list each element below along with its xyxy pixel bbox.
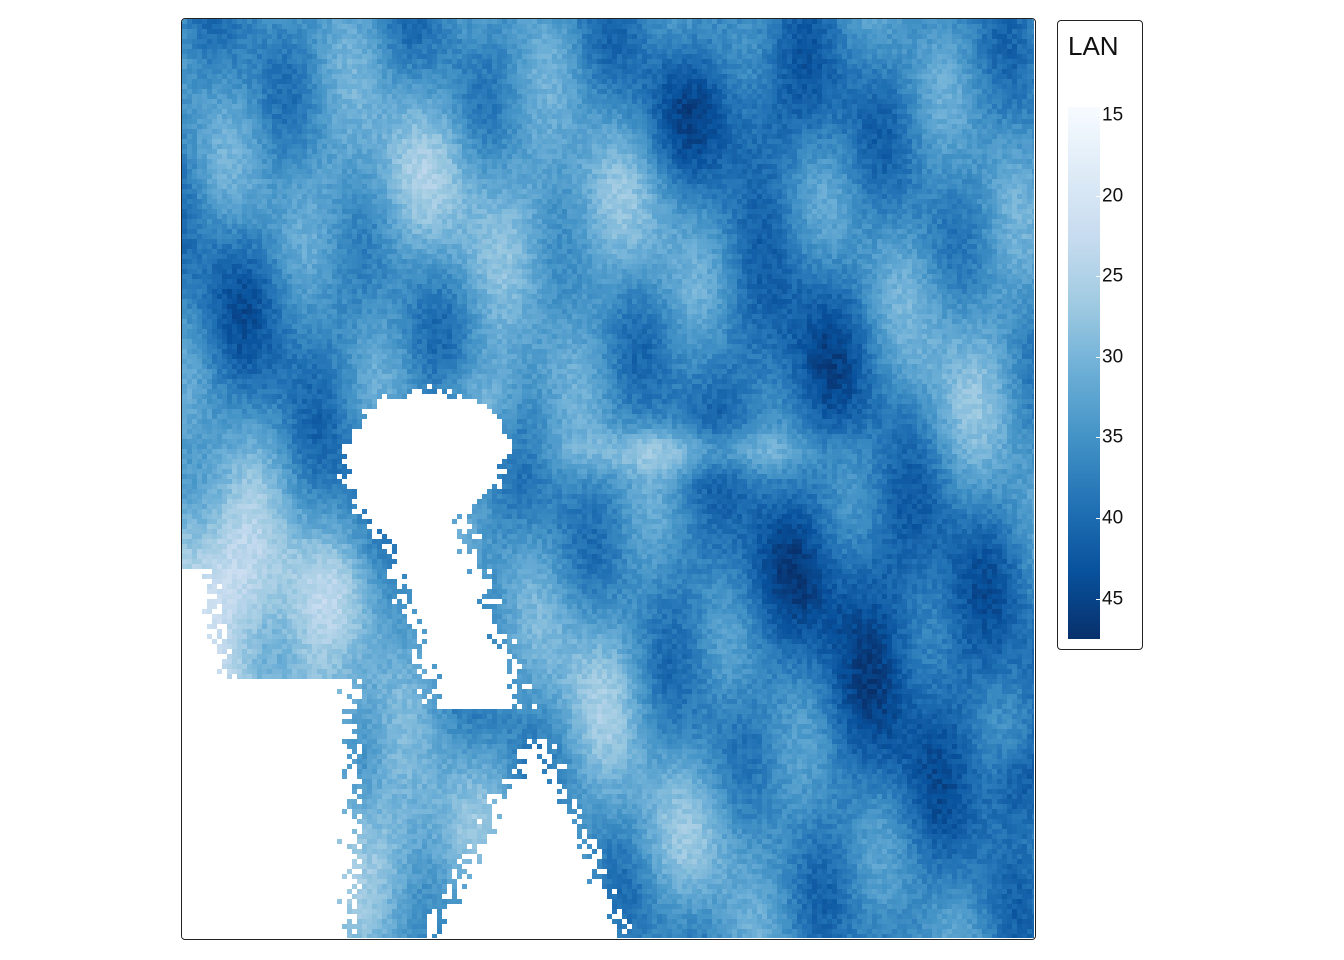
legend-tick-label: 15 bbox=[1102, 104, 1124, 126]
legend-tick-label: 30 bbox=[1102, 346, 1124, 368]
legend-color-bar bbox=[1068, 107, 1100, 639]
map-panel bbox=[181, 18, 1036, 940]
legend-tick-mark bbox=[1096, 195, 1102, 197]
legend-title: LAN bbox=[1068, 31, 1119, 61]
legend-tick-label: 20 bbox=[1102, 185, 1124, 207]
legend-tick-label: 25 bbox=[1102, 265, 1124, 287]
legend: LAN 15 20 25 30 35 40 45 bbox=[1057, 20, 1143, 650]
legend-tick-mark bbox=[1096, 437, 1102, 439]
legend-tick-mark bbox=[1096, 356, 1102, 358]
legend-tick-mark bbox=[1096, 598, 1102, 600]
legend-tick-mark bbox=[1096, 276, 1102, 278]
legend-tick-label: 40 bbox=[1102, 507, 1124, 529]
legend-tick-label: 45 bbox=[1102, 588, 1124, 610]
legend-tick-mark bbox=[1096, 518, 1102, 520]
legend-tick-mark bbox=[1096, 115, 1102, 117]
raster-map bbox=[182, 19, 1034, 938]
legend-tick-label: 35 bbox=[1102, 426, 1124, 448]
